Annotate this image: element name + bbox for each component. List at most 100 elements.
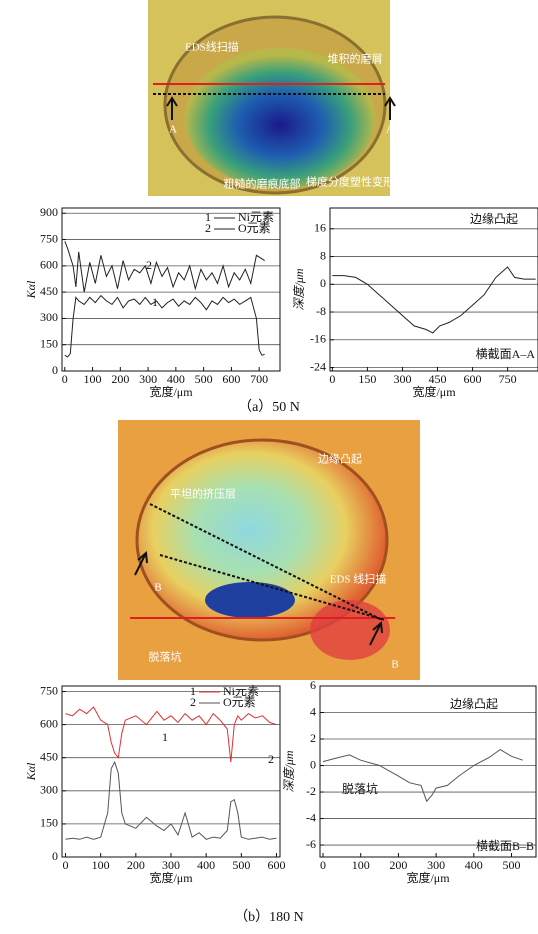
photo-label: EDS线扫描 xyxy=(185,40,239,54)
x-tick-label: 300 xyxy=(162,858,180,872)
y-tick-label: 4 xyxy=(310,704,316,718)
series-line xyxy=(64,241,265,293)
legend-number: 2 xyxy=(205,221,211,235)
x-tick-label: 600 xyxy=(267,858,285,872)
legend-number: 1 xyxy=(205,210,211,224)
annotation: 横截面B–B xyxy=(476,839,534,853)
curve-label: 2 xyxy=(268,752,274,766)
series-line xyxy=(322,749,523,803)
annotation: 边缘凸起 xyxy=(470,212,518,226)
x-tick-label: 750 xyxy=(499,372,517,386)
x-tick-label: 300 xyxy=(139,372,157,386)
series-line xyxy=(64,294,265,358)
y-tick-label: -16 xyxy=(310,332,326,346)
x-tick-label: 200 xyxy=(127,858,145,872)
photo-label: A xyxy=(386,124,394,136)
y-tick-label: 0 xyxy=(310,757,316,771)
photo-a xyxy=(148,0,396,196)
curve-label: 1 xyxy=(152,295,158,309)
legend-number: 2 xyxy=(190,695,196,709)
y-tick-label: 150 xyxy=(40,816,58,830)
photo-label: 平坦的挤压层 xyxy=(170,487,236,501)
series-line xyxy=(65,760,277,840)
x-tick-label: 450 xyxy=(429,372,447,386)
x-tick-label: 400 xyxy=(197,858,215,872)
x-tick-label: 0 xyxy=(63,858,69,872)
caption: （a）50 N xyxy=(238,399,300,415)
y-tick-label: 16 xyxy=(314,221,326,235)
y-tick-label: 0 xyxy=(320,276,326,290)
x-axis-label: 宽度/μm xyxy=(149,384,193,399)
plot-frame xyxy=(61,207,281,372)
x-tick-label: 0 xyxy=(62,372,68,386)
plot-frame xyxy=(61,685,281,858)
y-tick-label: 450 xyxy=(40,749,58,763)
y-tick-label: -8 xyxy=(316,304,326,318)
photo-label: 边缘凸起 xyxy=(318,453,362,466)
x-tick-label: 500 xyxy=(502,858,520,872)
x-axis-label: 宽度/μm xyxy=(149,870,193,885)
legend-number: 1 xyxy=(190,684,196,698)
x-tick-label: 500 xyxy=(195,372,213,386)
x-tick-label: 400 xyxy=(167,372,185,386)
x-tick-label: 300 xyxy=(393,372,411,386)
y-tick-label: 450 xyxy=(40,284,58,298)
series-line xyxy=(332,266,536,334)
x-tick-label: 600 xyxy=(464,372,482,386)
series-line xyxy=(65,706,277,763)
y-tick-label: 300 xyxy=(40,783,58,797)
y-tick-label: 2 xyxy=(310,731,316,745)
photo-label: 梯度分度塑性变形 xyxy=(306,175,394,189)
legend-label: Ni元素 xyxy=(238,210,274,224)
curve-label: 1 xyxy=(162,730,168,744)
photo-label: 粗糙的磨痕底部 xyxy=(224,177,301,191)
x-tick-label: 500 xyxy=(232,858,250,872)
y-tick-label: 150 xyxy=(40,336,58,350)
photo-label: EDS 线扫描 xyxy=(330,572,387,586)
photo-label: A xyxy=(169,124,177,136)
curve-label: 2 xyxy=(146,258,152,272)
x-tick-label: 0 xyxy=(320,858,326,872)
annotation: 横截面A–A xyxy=(476,347,536,361)
x-tick-label: 0 xyxy=(329,372,335,386)
legend-label: O元素 xyxy=(223,695,256,709)
x-tick-label: 600 xyxy=(222,372,240,386)
y-tick-label: 900 xyxy=(40,205,58,219)
x-tick-label: 150 xyxy=(358,372,376,386)
plot-frame xyxy=(319,685,537,858)
x-tick-label: 100 xyxy=(92,858,110,872)
y-tick-label: -6 xyxy=(306,837,316,851)
x-tick-label: 300 xyxy=(427,858,445,872)
x-tick-label: 400 xyxy=(465,858,483,872)
chart: 0 150 300 450 600 750 0 100 200 300 400 500 600 1 Ni元素… xyxy=(24,683,286,884)
y-tick-label: 600 xyxy=(40,258,58,272)
x-tick-label: 100 xyxy=(352,858,370,872)
y-axis-label: Kαl xyxy=(24,280,38,299)
annotation: 边缘凸起 xyxy=(450,697,498,711)
photo-label: 脱落坑 xyxy=(149,650,182,664)
caption: （b）180 N xyxy=(234,909,304,925)
y-axis-label: 深度/μm xyxy=(282,750,296,792)
plot-frame xyxy=(329,207,538,372)
photo-label: 堆积的磨屑 xyxy=(328,52,383,66)
x-axis-label: 宽度/μm xyxy=(406,870,450,885)
y-tick-label: 0 xyxy=(52,363,58,377)
chart: 0 150 300 450 600 750 900 0 100 200 300 400 500 600 70… xyxy=(24,205,281,399)
x-tick-label: 200 xyxy=(389,858,407,872)
y-tick-label: 750 xyxy=(40,231,58,245)
y-axis-label: 深度/μm xyxy=(292,268,306,310)
annotation: 脱落坑 xyxy=(342,781,378,796)
y-axis-label: Kαl xyxy=(24,762,38,781)
x-tick-label: 100 xyxy=(84,372,102,386)
y-tick-label: 0 xyxy=(52,849,58,863)
legend-label: O元素 xyxy=(238,221,271,235)
y-tick-label: -2 xyxy=(306,784,316,798)
y-tick-label: 600 xyxy=(40,716,58,730)
x-tick-label: 700 xyxy=(250,372,268,386)
y-tick-label: -24 xyxy=(310,359,326,373)
y-tick-label: 300 xyxy=(40,310,58,324)
photo-label: B xyxy=(391,659,398,671)
